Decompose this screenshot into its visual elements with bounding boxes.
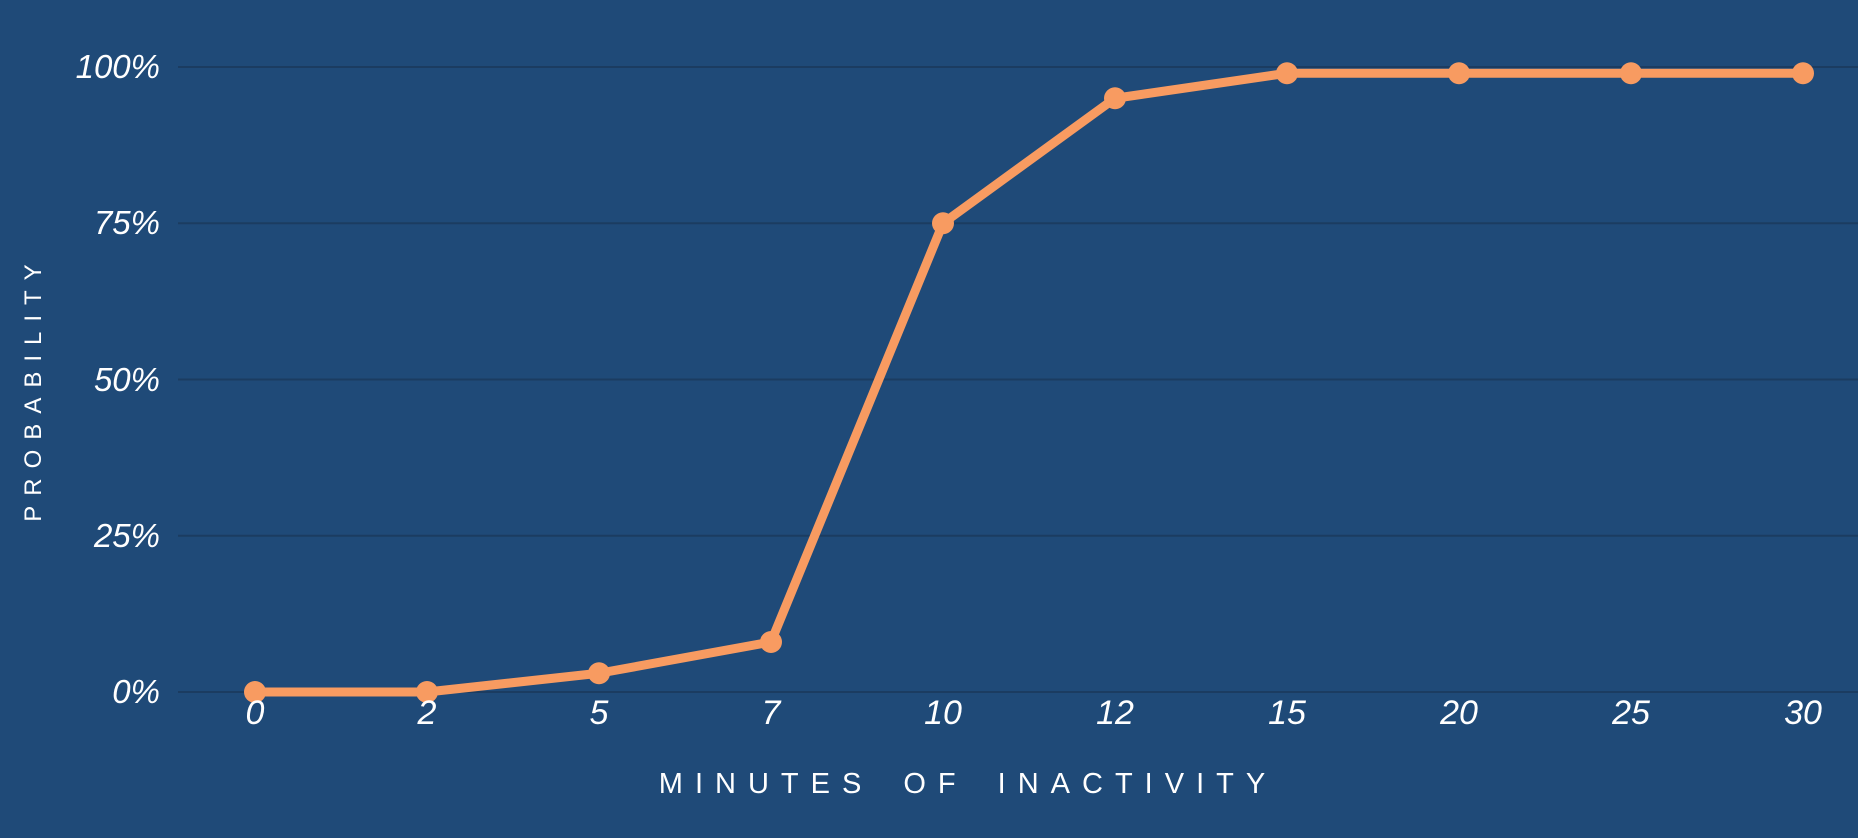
data-point-marker	[932, 212, 954, 235]
x-tick-label: 30	[1784, 694, 1822, 732]
y-tick-label: 75%	[93, 204, 160, 242]
x-tick-label: 20	[1440, 694, 1478, 732]
data-point-marker	[1104, 87, 1126, 110]
data-point-marker	[244, 681, 266, 703]
y-tick-label: 0%	[112, 673, 160, 710]
y-tick-label: 25%	[93, 516, 160, 554]
data-point-marker	[1448, 62, 1470, 85]
x-tick-label: 7	[761, 694, 781, 732]
y-tick-label: 100%	[75, 48, 160, 85]
y-tick-label: 50%	[93, 360, 160, 398]
x-tick-label: 25	[1612, 694, 1650, 732]
x-axis-title: MINUTES OF INACTIVITY	[658, 768, 1278, 800]
x-tick-label: 2	[417, 694, 437, 732]
data-point-marker	[760, 631, 782, 653]
data-point-marker	[416, 681, 438, 703]
data-point-marker	[1792, 62, 1814, 85]
data-point-marker	[1276, 62, 1298, 85]
x-tick-label: 0	[245, 694, 265, 732]
x-tick-label: 5	[589, 694, 609, 732]
x-tick-label: 15	[1268, 694, 1306, 732]
probability-series-line	[250, 68, 1808, 697]
data-point-marker	[588, 662, 610, 685]
data-point-marker	[1620, 62, 1642, 85]
x-tick-label: 12	[1096, 694, 1134, 732]
y-axis-title: PROBABILITY	[20, 254, 47, 522]
x-tick-label: 10	[924, 694, 962, 732]
